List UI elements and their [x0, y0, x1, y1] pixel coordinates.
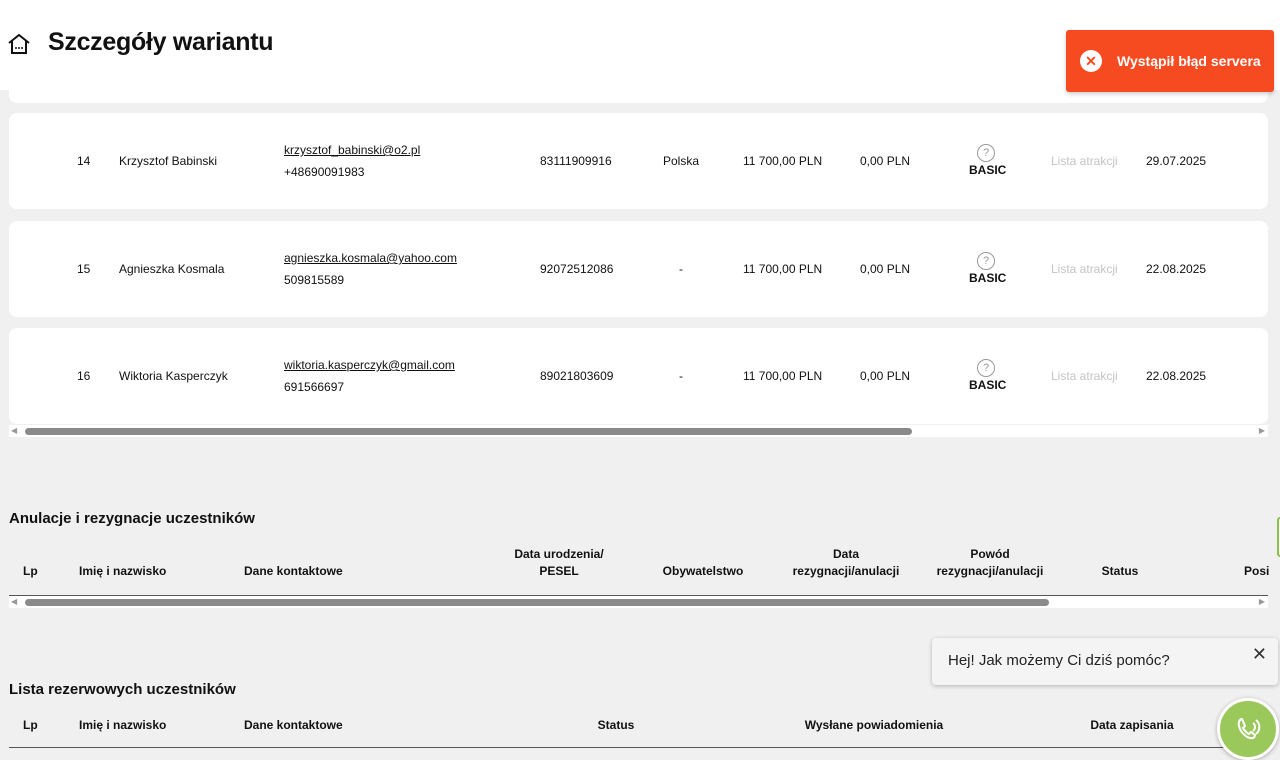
phone-cell: 691566697 — [284, 380, 345, 394]
chat-bubble[interactable]: Hej! Jak możemy Ci dziś pomóc? ✕ — [932, 638, 1278, 685]
page-title: Szczegóły wariantu — [48, 28, 274, 56]
column-header: Obywatelstwo — [662, 564, 744, 578]
scroll-left-icon[interactable]: ◀ — [11, 426, 18, 435]
paid-cell: 0,00 PLN — [860, 369, 911, 383]
email-link[interactable]: krzysztof_babinski@o2.pl — [284, 143, 421, 157]
date-cell: 22.08.2025 — [1146, 369, 1207, 383]
error-toast[interactable]: ✕ Wystąpił błąd servera — [1066, 30, 1274, 92]
pesel-cell: 89021803609 — [540, 369, 614, 383]
divider — [9, 595, 1268, 596]
participant-row-partial — [9, 80, 1268, 103]
attractions-link[interactable]: Lista atrakcji — [1051, 369, 1118, 383]
help-icon[interactable]: ? — [977, 359, 995, 377]
column-header: Powód rezygnacji/anulacji — [936, 547, 1044, 578]
citizenship-cell: - — [679, 369, 683, 383]
lp-cell: 16 — [77, 369, 91, 383]
reserve-title: Lista rezerwowych uczestników — [9, 681, 236, 698]
email-link[interactable]: agnieszka.kosmala@yahoo.com — [284, 251, 457, 265]
scroll-right-icon[interactable]: ▶ — [1258, 426, 1265, 435]
column-header: Data urodzenia/ PESEL — [514, 547, 604, 578]
column-header: Imię i nazwisko — [79, 718, 167, 732]
participant-row: ? 16 Wiktoria Kasperczyk wiktoria.kasperczy… — [9, 328, 1268, 424]
package-cell: BASIC — [969, 378, 1007, 392]
name-cell: Krzysztof Babinski — [119, 154, 218, 168]
toast-message: Wystąpił błąd servera — [1117, 53, 1261, 69]
chat-message: Hej! Jak możemy Ci dziś pomóc? — [948, 652, 1170, 669]
date-cell: 22.08.2025 — [1146, 262, 1207, 276]
date-cell: 29.07.2025 — [1146, 154, 1207, 168]
scrollbar-thumb[interactable] — [25, 428, 912, 435]
price-cell: 11 700,00 PLN — [743, 154, 823, 168]
help-icon[interactable]: ? — [977, 252, 995, 270]
scroll-right-icon[interactable]: ▶ — [1258, 597, 1265, 606]
attractions-link[interactable]: Lista atrakcji — [1051, 262, 1118, 276]
divider — [9, 747, 1268, 748]
home-icon[interactable] — [7, 33, 31, 55]
column-header: Lp — [23, 564, 38, 578]
column-header: Lp — [23, 718, 38, 732]
help-icon[interactable]: ? — [977, 144, 995, 162]
package-cell: BASIC — [969, 271, 1007, 285]
phone-call-icon — [1237, 717, 1261, 740]
lp-cell: 15 — [77, 262, 91, 276]
column-header: Data rezygnacji/anulacji — [792, 547, 900, 578]
column-header: Status — [597, 718, 635, 732]
package-cell: BASIC — [969, 163, 1007, 177]
call-button[interactable] — [1217, 698, 1279, 760]
participant-row: ? 15 Agnieszka Kosmala agnieszka.kosmala@ya… — [9, 221, 1268, 317]
column-header: Wysłane powiadomienia — [804, 718, 944, 732]
column-header: Posi — [1244, 564, 1270, 578]
side-feedback-tab[interactable] — [1277, 517, 1280, 557]
cancellations-horizontal-scrollbar[interactable]: ◀ ▶ — [9, 596, 1268, 608]
paid-cell: 0,00 PLN — [860, 262, 911, 276]
pesel-cell: 83111909916 — [540, 154, 612, 168]
error-x-icon: ✕ — [1080, 50, 1102, 72]
price-cell: 11 700,00 PLN — [743, 369, 823, 383]
scroll-left-icon[interactable]: ◀ — [11, 597, 18, 606]
column-header: Status — [1101, 564, 1139, 578]
name-cell: Agnieszka Kosmala — [119, 262, 225, 276]
column-header: Data zapisania — [1090, 718, 1174, 732]
phone-cell: 509815589 — [284, 273, 345, 287]
column-header: Imię i nazwisko — [79, 564, 167, 578]
scrollbar-thumb[interactable] — [25, 599, 1049, 606]
citizenship-cell: - — [679, 262, 683, 276]
cancellations-title: Anulacje i rezygnacje uczestników — [9, 510, 255, 527]
name-cell: Wiktoria Kasperczyk — [119, 369, 228, 383]
email-link[interactable]: wiktoria.kasperczyk@gmail.com — [284, 358, 455, 372]
column-header: Dane kontaktowe — [244, 564, 343, 578]
close-icon[interactable]: ✕ — [1251, 644, 1267, 664]
column-header: Dane kontaktowe — [244, 718, 343, 732]
attractions-link[interactable]: Lista atrakcji — [1051, 154, 1118, 168]
participants-horizontal-scrollbar[interactable]: ◀ ▶ — [9, 425, 1268, 437]
citizenship-cell: Polska — [663, 154, 700, 168]
lp-cell: 14 — [77, 154, 91, 168]
phone-cell: +48690091983 — [284, 165, 365, 179]
participant-row: ? 14 Krzysztof Babinski krzysztof_babinski@… — [9, 113, 1268, 209]
paid-cell: 0,00 PLN — [860, 154, 911, 168]
pesel-cell: 92072512086 — [540, 262, 614, 276]
price-cell: 11 700,00 PLN — [743, 262, 823, 276]
